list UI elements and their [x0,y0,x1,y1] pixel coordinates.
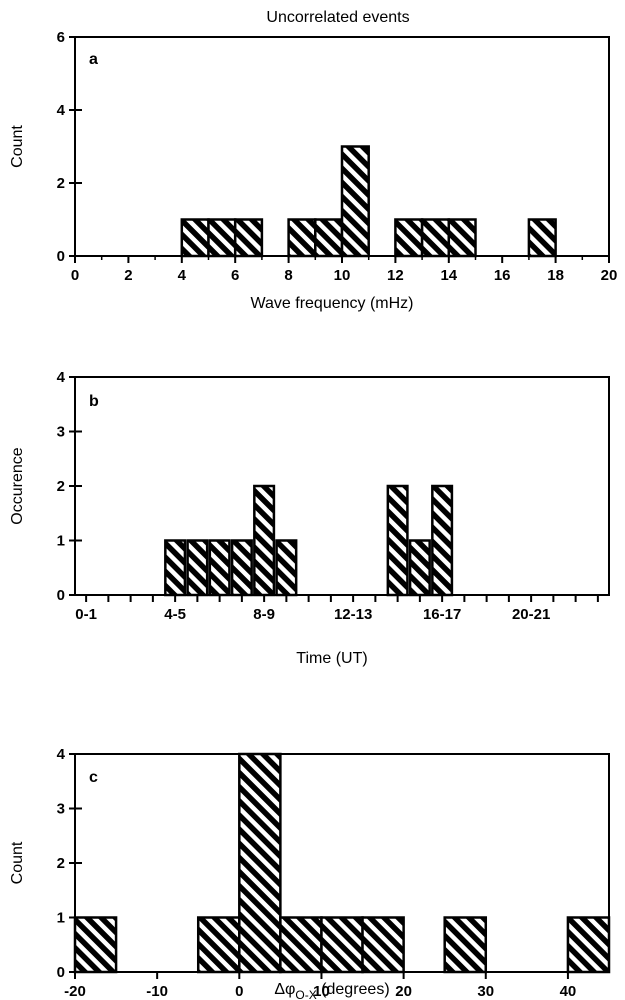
y-tick-label: 3 [57,801,65,818]
x-tick-label: 16-17 [423,606,461,623]
x-axis-title: Wave frequency (mHz) [251,295,414,312]
x-tick-label: 20-21 [512,606,550,623]
histogram-bar [164,539,187,597]
histogram-bar [386,484,409,597]
x-tick-label: 20 [601,267,618,284]
y-tick-label: 4 [57,102,66,119]
figure-title: Uncorrelated events [266,9,409,26]
x-tick-label: 40 [560,983,577,1000]
y-axis-title: Count [9,841,26,884]
x-tick-label: -10 [146,983,168,1000]
x-axis-title: Time (UT) [296,650,367,667]
panel-letter: a [89,51,98,68]
y-tick-label: 2 [57,175,65,192]
histogram-bar [566,916,611,974]
panel-a-wave-frequency: 0 2 4 6 0 2 4 6 8 10 12 14 16 18 20 a Count Wave frequenc… [9,29,617,312]
y-tick-label: 2 [57,855,65,872]
x-tick-label: 8-9 [253,606,275,623]
histogram-bar [208,539,231,597]
histogram-bar [443,916,488,974]
x-tick-label: 8 [284,267,292,284]
y-tick-label: 3 [57,424,65,441]
histogram-bar [233,218,264,258]
x-tick-label: 10 [334,267,351,284]
y-tick-label: 6 [57,29,65,46]
y-tick-label: 1 [57,533,65,550]
x-tick-label: 20 [395,983,412,1000]
plot-frame [74,376,610,596]
histogram-bar [287,218,317,258]
y-tick-label: 2 [57,478,65,495]
panel-letter: c [89,769,98,786]
histogram-bar [408,539,431,597]
histogram-bar [275,539,298,597]
x-tick-label: 12-13 [334,606,372,623]
x-tick-label: -20 [64,983,86,1000]
x-tick-label: 10 [313,983,330,1000]
y-tick-label: 4 [57,369,66,386]
y-tick-label: 0 [57,964,65,981]
histogram-bar [320,916,364,974]
x-tick-label: 12 [387,267,404,284]
histogram-bar [447,218,477,258]
panel-b-time: 0 1 2 3 4 0-1 4-5 8-9 12-13 16-17 20-21 b Occurence T… [9,369,610,667]
x-tick-label: 4 [178,267,187,284]
histogram-bar [196,916,241,974]
histogram-bar [420,218,451,258]
y-tick-label: 4 [57,746,66,763]
x-tick-label: 2 [124,267,132,284]
histogram-bar [186,539,209,597]
x-tick-label: 30 [477,983,494,1000]
x-tick-label: 16 [494,267,511,284]
histogram-bar [361,916,405,974]
x-tick-label: 4-5 [164,606,186,623]
panel-c-delta-phi: 0 1 2 3 4 -20 -10 0 10 20 30 40 c Count ΔφO-X (degrees… [9,746,611,1000]
histogram-bar [253,484,276,597]
histogram-bar [180,218,210,258]
x-axis-title: ΔφO-X (degrees) [274,981,389,1000]
x-tick-label: 0 [235,983,243,1000]
histogram-bar [314,218,344,258]
histogram-bar [431,484,454,597]
histogram-bar [207,218,237,258]
x-tick-label: 18 [547,267,564,284]
x-tick-label: 0 [71,267,79,284]
histogram-bar [340,145,370,258]
histogram-bar [238,752,282,974]
histogram-bar [527,218,557,258]
x-tick-label: 6 [231,267,239,284]
y-axis-title: Count [9,125,26,168]
x-tick-label: 14 [440,267,457,284]
histogram-bar [230,539,253,597]
histogram-bar [394,218,424,258]
panel-letter: b [89,393,99,410]
y-tick-label: 0 [57,587,65,604]
histogram-bar [279,916,323,974]
y-tick-label: 1 [57,910,65,927]
y-axis-title: Occurence [9,447,26,524]
y-tick-label: 0 [57,248,65,265]
histogram-bar [73,916,118,974]
x-tick-label: 0-1 [75,606,97,623]
